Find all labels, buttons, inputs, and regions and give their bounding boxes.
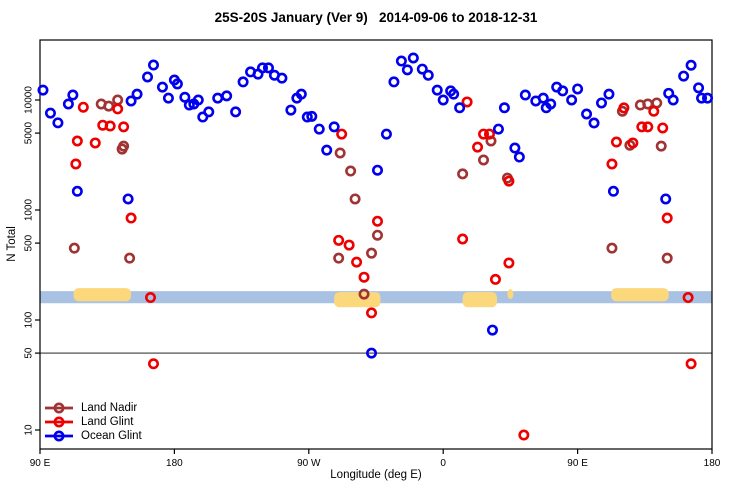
svg-text:180: 180: [704, 458, 721, 469]
legend-label-land-glint: Land Glint: [81, 416, 134, 428]
legend-item-land-glint: Land Glint: [44, 415, 142, 429]
svg-text:10000: 10000: [24, 86, 35, 114]
ocean-glint-marker-icon: [45, 430, 73, 442]
svg-text:50: 50: [24, 347, 35, 359]
x-axis-label: Longitude (deg E): [330, 469, 422, 481]
svg-text:0: 0: [440, 458, 446, 469]
svg-text:1000: 1000: [24, 198, 35, 221]
land-glint-marker-icon: [45, 416, 73, 428]
chart-title: 25S-20S January (Ver 9) 2014-09-06 to 20…: [214, 10, 538, 25]
svg-text:90 E: 90 E: [567, 458, 588, 469]
legend-label-land-nadir: Land Nadir: [81, 402, 138, 414]
chart-legend: Land Nadir Land Glint Ocean Glint: [44, 401, 142, 443]
svg-text:90 E: 90 E: [30, 458, 51, 469]
svg-text:5000: 5000: [24, 122, 35, 145]
land-nadir-marker-icon: [45, 402, 73, 414]
svg-text:10: 10: [24, 424, 35, 436]
legend-label-ocean-glint: Ocean Glint: [81, 430, 142, 442]
svg-text:90 W: 90 W: [297, 458, 321, 469]
svg-text:180: 180: [166, 458, 183, 469]
legend-item-ocean-glint: Ocean Glint: [44, 429, 142, 443]
y-axis-label: N Total: [6, 226, 18, 262]
legend-item-land-nadir: Land Nadir: [44, 401, 142, 415]
svg-text:100: 100: [24, 311, 35, 328]
svg-text:500: 500: [24, 234, 35, 251]
